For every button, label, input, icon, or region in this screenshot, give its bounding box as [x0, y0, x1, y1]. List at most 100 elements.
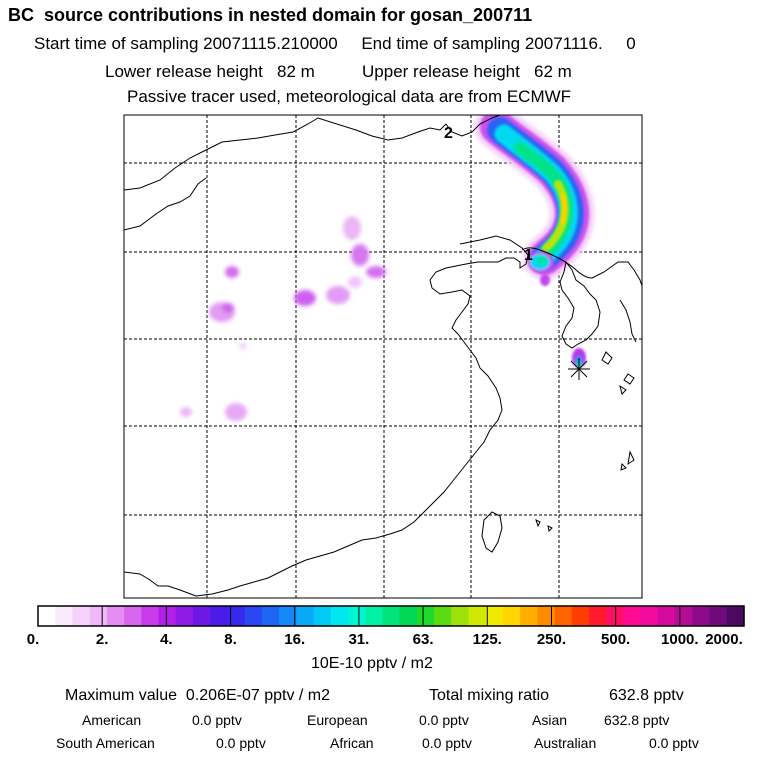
upper-label: Upper release height [362, 62, 520, 81]
colorbar-tick-label: 1000. [661, 631, 699, 648]
contrib-name: American [82, 712, 142, 728]
colorbar-swatch [451, 606, 470, 626]
island [627, 450, 635, 466]
colorbar-swatch [382, 606, 401, 626]
plume-blob [239, 342, 247, 350]
colorbar-swatch [365, 606, 383, 626]
island-taiwan [481, 511, 503, 553]
end-label: End time of sampling [361, 34, 521, 53]
colorbar-tick-labels: 0. 2. 4. 8. 16. 31. 63. 125. 250. 500. 1000. 2000. [27, 631, 743, 648]
colorbar-tick-label: 16. [284, 631, 305, 648]
colorbar-tick-label: 250. [537, 631, 566, 648]
max-value: 0.206E-07 pptv / m2 [185, 687, 331, 704]
plume-blob [351, 244, 369, 266]
map-frame [123, 114, 643, 599]
border-northeast [445, 115, 501, 137]
island [535, 519, 541, 528]
border-south [124, 571, 197, 597]
contrib-name: Australian [534, 735, 597, 751]
colorbar-tick-label: 125. [473, 631, 502, 648]
colorbar-swatches [38, 606, 745, 626]
coastline-korea [559, 260, 601, 349]
start-label: Start time of sampling [34, 34, 199, 53]
colorbar-swatch [434, 606, 452, 626]
colorbar-swatch [158, 606, 177, 626]
end-value: 20071116. [524, 34, 603, 53]
total-label: Total mixing ratio [429, 687, 550, 704]
colorbar-swatch [72, 606, 91, 626]
plume-blob [540, 274, 550, 286]
colorbar-swatch [416, 606, 435, 626]
plume-blob [294, 290, 316, 306]
map-label-2: 2 [444, 125, 453, 142]
colorbar-swatch [296, 606, 315, 626]
border-mongolia [124, 117, 447, 191]
upper-value: 62 m [534, 62, 572, 81]
border-west [124, 177, 207, 231]
colorbar-swatch [124, 606, 142, 626]
contrib-name: European [307, 712, 368, 728]
colorbar-swatch [106, 606, 125, 626]
colorbar-swatch [330, 606, 349, 626]
plume-blob [222, 303, 234, 313]
contrib-value: 0.0 pptv [649, 735, 699, 751]
colorbar-tick-label: 0. [27, 631, 40, 648]
colorbar-swatch [468, 606, 487, 626]
colorbar-swatch [537, 606, 556, 626]
plume-blob [343, 216, 361, 240]
colorbar-swatch [623, 606, 642, 626]
colorbar-frame [37, 605, 745, 627]
colorbar-swatch [399, 606, 418, 626]
contrib-name: South American [56, 735, 155, 751]
colorbar-swatch [657, 606, 676, 626]
colorbar-swatch [589, 606, 607, 626]
colorbar-swatch [502, 606, 521, 626]
island [619, 384, 627, 395]
colorbar-swatch [210, 606, 229, 626]
colorbar-tick-label: 2. [96, 631, 109, 648]
plume-blob [225, 266, 239, 278]
total-mixing-line: Total mixing ratio [429, 688, 549, 704]
colorbar-swatch [279, 606, 297, 626]
lower-value: 82 m [277, 62, 315, 81]
colorbar-swatch [227, 606, 246, 626]
colorbar-swatch [726, 606, 745, 626]
coastline-china [195, 235, 529, 597]
colorbar-swatch [141, 606, 160, 626]
colorbar-swatch [554, 606, 573, 626]
coastlines [124, 115, 642, 597]
colorbar-swatch [640, 606, 659, 626]
plume-blob [180, 407, 192, 417]
plume-blob [537, 256, 547, 264]
inland-plumes [180, 216, 386, 421]
colorbar-swatch [89, 606, 108, 626]
contrib-value: 0.0 pptv [216, 735, 266, 751]
colorbar-tick-label: 500. [601, 631, 630, 648]
colorbar-unit: 10E-10 pptv / m2 [311, 655, 433, 672]
island [623, 373, 635, 385]
sampling-times: Start time of sampling 20071115.210000 E… [34, 35, 636, 52]
max-value-line: Maximum value 0.206E-07 pptv / m2 [65, 688, 330, 704]
colorbar-swatch [347, 606, 366, 626]
colorbar-tick-label: 8. [224, 631, 237, 648]
colorbar-swatch [55, 606, 74, 626]
colorbar-tick-label: 31. [348, 631, 369, 648]
release-site-marker [568, 358, 590, 380]
map-label-1: 1 [524, 247, 533, 264]
plume-blob [225, 403, 247, 421]
colorbar-swatch [261, 606, 280, 626]
colorbar-swatch [692, 606, 711, 626]
colorbar-swatch [485, 606, 504, 626]
colorbar-swatch [244, 606, 263, 626]
contrib-name: Asian [532, 712, 568, 728]
colorbar-tick-label: 4. [160, 631, 173, 648]
marker-line [570, 360, 588, 378]
total-mixing-value: 632.8 pptv [609, 687, 684, 704]
colorbar-swatch [571, 606, 590, 626]
colorbar-tick-label: 2000. [705, 631, 743, 648]
page-title: BC source contributions in nested domain… [8, 5, 533, 25]
plume-blob [348, 276, 362, 288]
contrib-name: African [330, 735, 374, 751]
